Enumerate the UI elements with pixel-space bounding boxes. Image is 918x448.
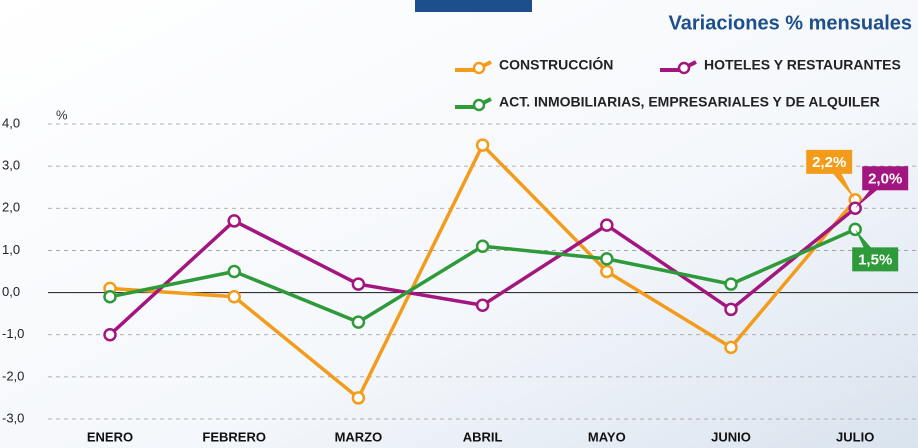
y-tick-label: -2,0 [2, 368, 24, 383]
point [475, 239, 490, 253]
point [351, 391, 366, 405]
y-tick-label: 2,0 [2, 200, 20, 215]
label-box [852, 247, 899, 272]
point [600, 264, 614, 279]
x-tick-label: ENERO [87, 429, 133, 444]
legend-marker [472, 98, 486, 112]
legend-label: HOTELES Y RESTAURANTES [704, 57, 901, 73]
data-label: 2,2% [812, 154, 846, 171]
data-label: 2,0% [868, 170, 902, 187]
y-tick-label: -3,0 [2, 410, 24, 425]
point [351, 315, 366, 329]
x-tick-label: ABRIL [463, 429, 503, 444]
x-tick-label: MARZO [335, 429, 383, 444]
x-tick-label: JUNIO [711, 429, 751, 444]
legend-marker [677, 61, 691, 75]
point [103, 290, 117, 304]
legend-marker [472, 61, 486, 75]
point [227, 214, 241, 228]
data-label: 1,5% [858, 251, 892, 268]
header-tab [415, 0, 532, 12]
x-tick-label: FEBRERO [202, 429, 266, 444]
y-unit: % [56, 107, 68, 122]
point [103, 327, 117, 342]
point [475, 138, 490, 152]
point [600, 218, 614, 232]
y-tick-label: 4,0 [2, 115, 20, 130]
chart-title: Variaciones % mensuales [669, 12, 912, 34]
point [227, 264, 241, 279]
x-tick-label: MAYO [588, 429, 626, 444]
label-box [862, 166, 909, 191]
point [724, 277, 738, 291]
point [600, 252, 614, 266]
y-tick-label: 1,0 [2, 242, 20, 257]
y-tick-label: 0,0 [2, 284, 20, 299]
point [724, 340, 738, 355]
point [475, 298, 490, 312]
legend-label: CONSTRUCCIÓN [499, 56, 613, 73]
point [724, 302, 738, 317]
point [227, 290, 241, 304]
y-tick-label: 3,0 [2, 158, 20, 173]
point [351, 277, 366, 291]
y-tick-label: -1,0 [2, 326, 24, 341]
legend-label: ACT. INMOBILIARIAS, EMPRESARIALES Y DE A… [499, 94, 880, 110]
x-tick-label: JULIO [836, 429, 874, 444]
label-box [806, 149, 853, 174]
